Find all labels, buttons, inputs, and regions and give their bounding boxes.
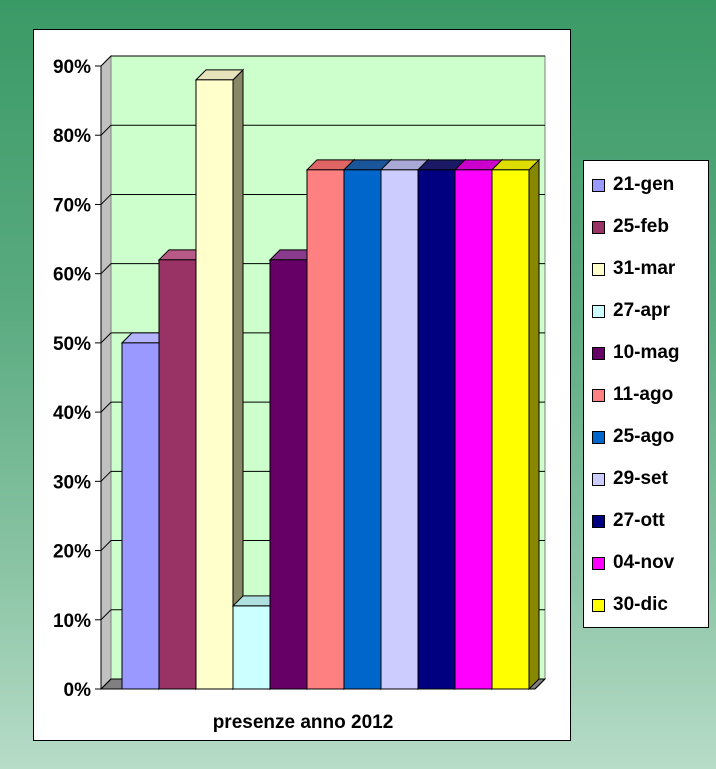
bar-front [232, 605, 271, 690]
legend-item-31-mar: 31-mar [592, 258, 676, 279]
legend-item-29-set: 29-set [592, 468, 668, 489]
bar-front [306, 169, 345, 690]
legend-item-11-ago: 11-ago [592, 384, 674, 405]
legend-label: 25-feb [613, 216, 669, 237]
legend-swatch [592, 346, 605, 360]
legend-item-25-ago: 25-ago [592, 426, 675, 447]
legend-item-04-nov: 04-nov [592, 552, 675, 573]
y-tick-label: 90% [53, 57, 91, 78]
bar-30-dic [490, 158, 541, 691]
bar-front [121, 342, 160, 690]
y-tick-label: 60% [53, 265, 91, 286]
legend-item-27-ott: 27-ott [592, 510, 665, 531]
legend-item-27-apr: 27-apr [592, 300, 671, 321]
y-tick-label: 30% [53, 472, 91, 493]
legend-label: 31-mar [613, 258, 676, 279]
x-axis-label: presenze anno 2012 [213, 712, 394, 733]
legend-swatch [592, 472, 605, 486]
legend-item-30-dic: 30-dic [592, 594, 668, 615]
gridline [100, 124, 545, 136]
chart-legend: 21-gen 25-feb 31-mar 27-apr 10-mag 11-ago 25-a… [583, 160, 709, 628]
legend-swatch [592, 556, 605, 570]
bar-front [269, 259, 308, 690]
bar-front [491, 169, 530, 690]
bar-side [528, 158, 540, 691]
legend-swatch [592, 178, 605, 192]
x-axis-end [534, 678, 546, 690]
bar-31-mar [194, 68, 245, 691]
y-tick-label: 80% [53, 126, 91, 147]
chart-frame: 0% 10% 20% 30% 40% 50% 60% 70% 80% 90% presenze an… [33, 29, 571, 741]
y-tick-label: 40% [53, 403, 91, 424]
legend-item-25-feb: 25-feb [592, 216, 669, 237]
plot-side-wall [100, 54, 112, 691]
legend-label: 10-mag [613, 342, 680, 363]
legend-swatch [592, 388, 605, 402]
y-tick-label: 20% [53, 542, 91, 563]
y-tick-label: 0% [64, 680, 92, 701]
legend-label: 11-ago [613, 384, 674, 405]
legend-label: 27-ott [613, 510, 665, 531]
bar-front [380, 169, 419, 690]
y-tick-label: 10% [53, 611, 91, 632]
legend-label: 30-dic [613, 594, 668, 615]
legend-swatch [592, 514, 605, 528]
legend-swatch [592, 304, 605, 318]
bar-side [232, 68, 244, 691]
bar-front [195, 79, 234, 690]
chart-plot: 0% 10% 20% 30% 40% 50% 60% 70% 80% 90% presenze an… [53, 54, 547, 733]
legend-label: 27-apr [613, 300, 671, 321]
bar-front [343, 169, 382, 690]
legend-item-21-gen: 21-gen [592, 174, 675, 195]
legend-item-10-mag: 10-mag [592, 342, 680, 363]
bar-front [454, 169, 493, 690]
legend-swatch [592, 220, 605, 234]
bar-front [158, 259, 197, 690]
legend-label: 04-nov [613, 552, 675, 573]
legend-label: 21-gen [613, 174, 675, 195]
bar-front [417, 169, 456, 690]
legend-label: 25-ago [613, 426, 675, 447]
legend-swatch [592, 598, 605, 612]
y-tick-label: 70% [53, 195, 91, 216]
gridline [100, 55, 545, 67]
legend-swatch [592, 262, 605, 276]
y-tick-label: 50% [53, 334, 91, 355]
legend-label: 29-set [613, 468, 668, 489]
legend-swatch [592, 430, 605, 444]
